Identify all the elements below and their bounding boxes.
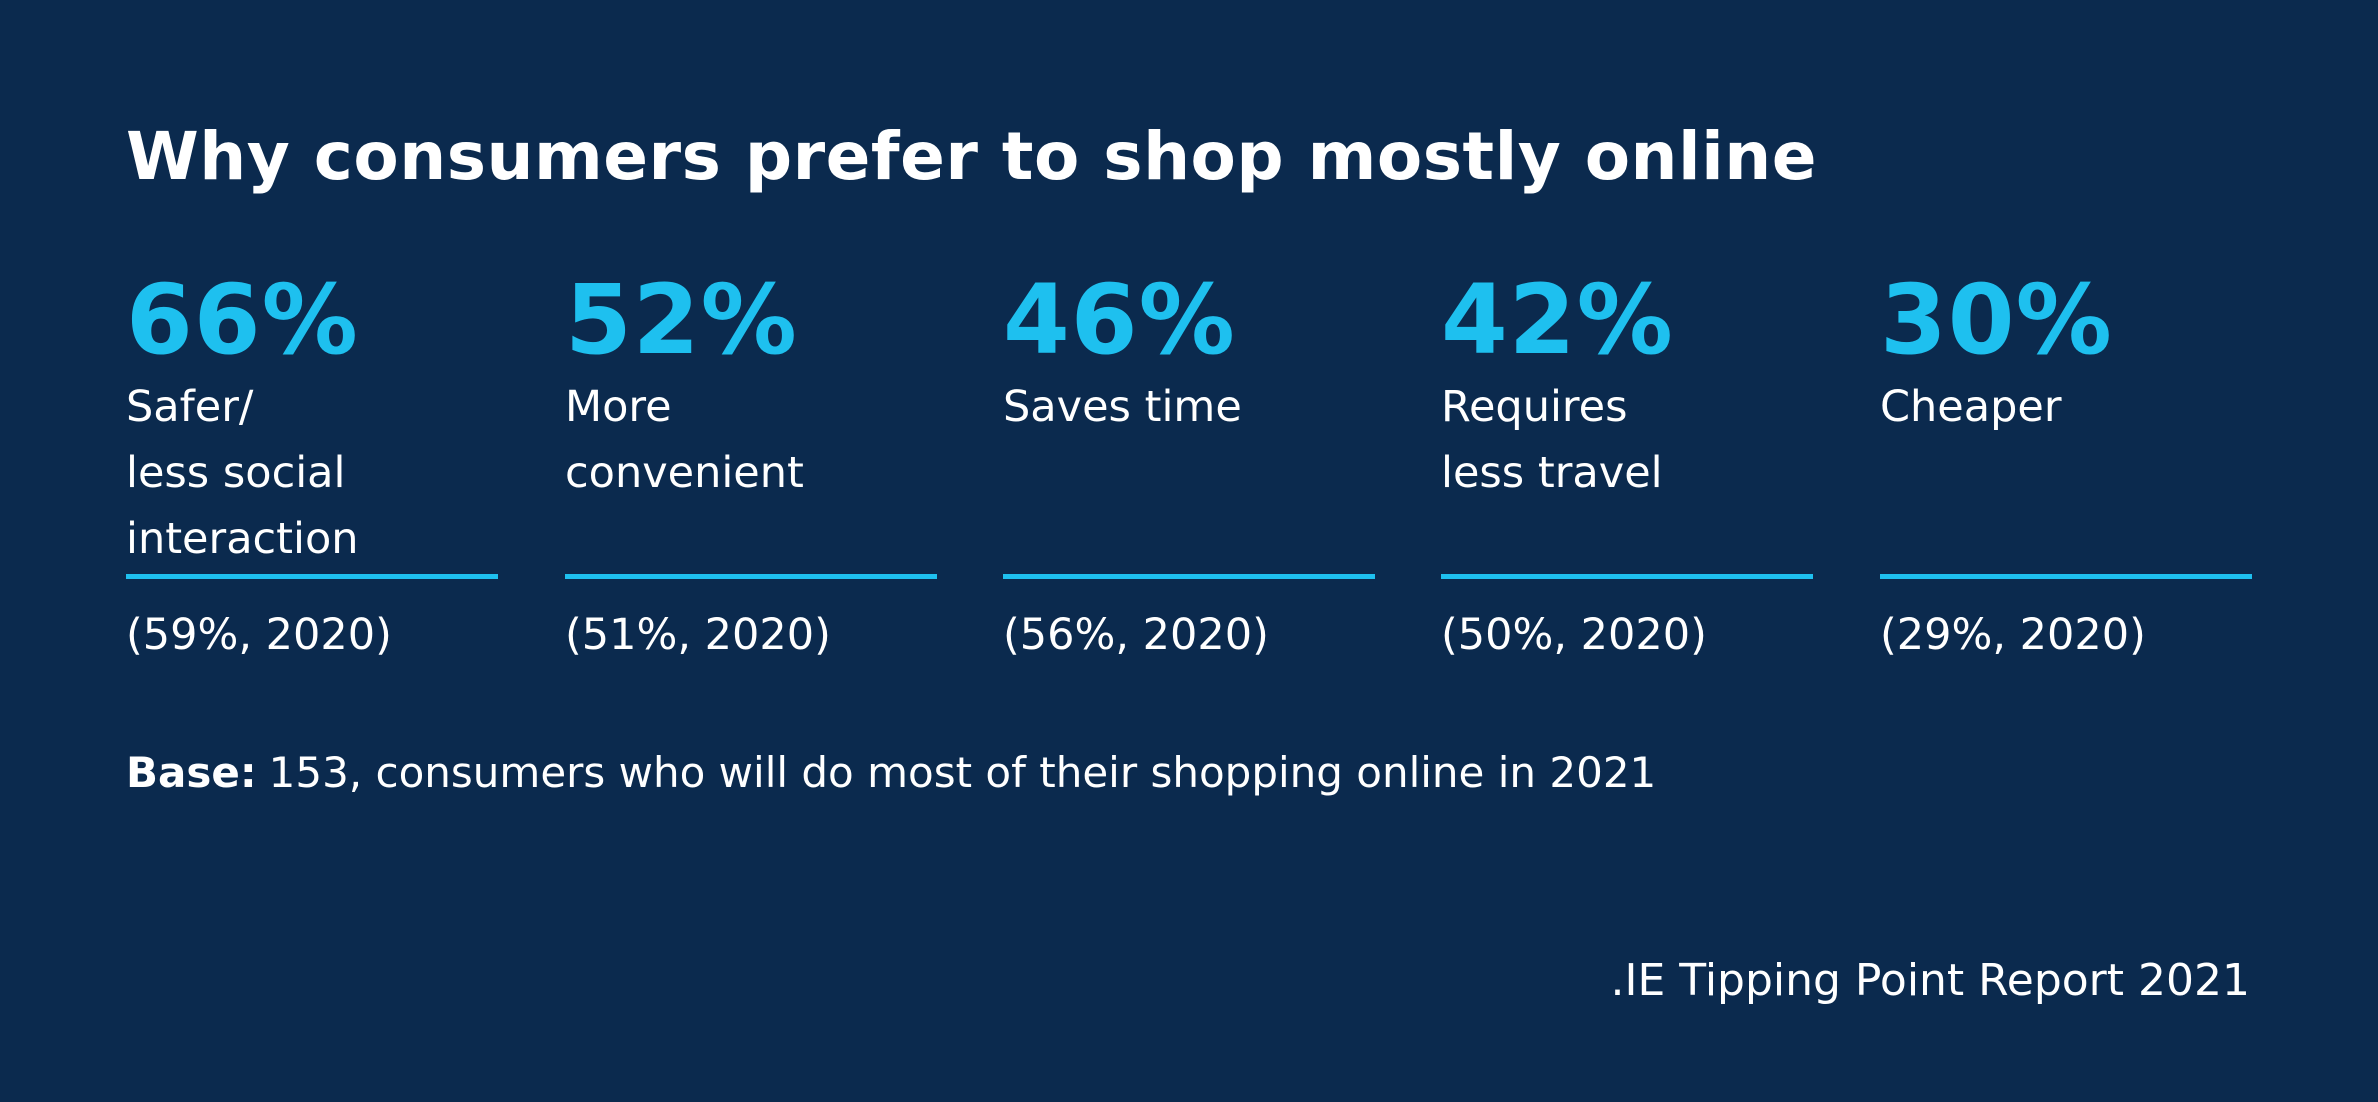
stat-divider bbox=[126, 574, 498, 579]
stat-label: Saves time bbox=[1003, 382, 1242, 432]
stat-divider bbox=[1880, 574, 2252, 579]
stat-label: Requires less travel bbox=[1441, 382, 1663, 498]
stat-previous-year: (51%, 2020) bbox=[565, 610, 831, 660]
stat-value: 46% bbox=[1003, 264, 1236, 376]
stat-saves-time: 46% Saves time (56%, 2020) bbox=[1003, 270, 1375, 665]
stat-value: 52% bbox=[565, 264, 798, 376]
stat-label: Safer/ less social interaction bbox=[126, 382, 359, 564]
base-note: Base: 153, consumers who will do most of … bbox=[126, 748, 1656, 797]
stat-previous-year: (29%, 2020) bbox=[1880, 610, 2146, 660]
stat-safer: 66% Safer/ less social interaction (59%,… bbox=[126, 270, 498, 665]
stat-divider bbox=[1441, 574, 1813, 579]
stat-label: More convenient bbox=[565, 382, 804, 498]
base-label: Base: bbox=[126, 748, 257, 797]
source-credit: .IE Tipping Point Report 2021 bbox=[1610, 955, 2250, 1006]
stat-convenient: 52% More convenient (51%, 2020) bbox=[565, 270, 937, 665]
chart-title: Why consumers prefer to shop mostly onli… bbox=[126, 118, 1818, 195]
stat-divider bbox=[565, 574, 937, 579]
stat-value: 42% bbox=[1441, 264, 1674, 376]
stat-less-travel: 42% Requires less travel (50%, 2020) bbox=[1441, 270, 1813, 665]
stat-previous-year: (56%, 2020) bbox=[1003, 610, 1269, 660]
stat-previous-year: (50%, 2020) bbox=[1441, 610, 1707, 660]
stat-label: Cheaper bbox=[1880, 382, 2062, 432]
stat-divider bbox=[1003, 574, 1375, 579]
stat-cheaper: 30% Cheaper (29%, 2020) bbox=[1880, 270, 2252, 665]
base-text: 153, consumers who will do most of their… bbox=[268, 748, 1657, 797]
stat-value: 30% bbox=[1880, 264, 2113, 376]
stat-previous-year: (59%, 2020) bbox=[126, 610, 392, 660]
stat-value: 66% bbox=[126, 264, 359, 376]
